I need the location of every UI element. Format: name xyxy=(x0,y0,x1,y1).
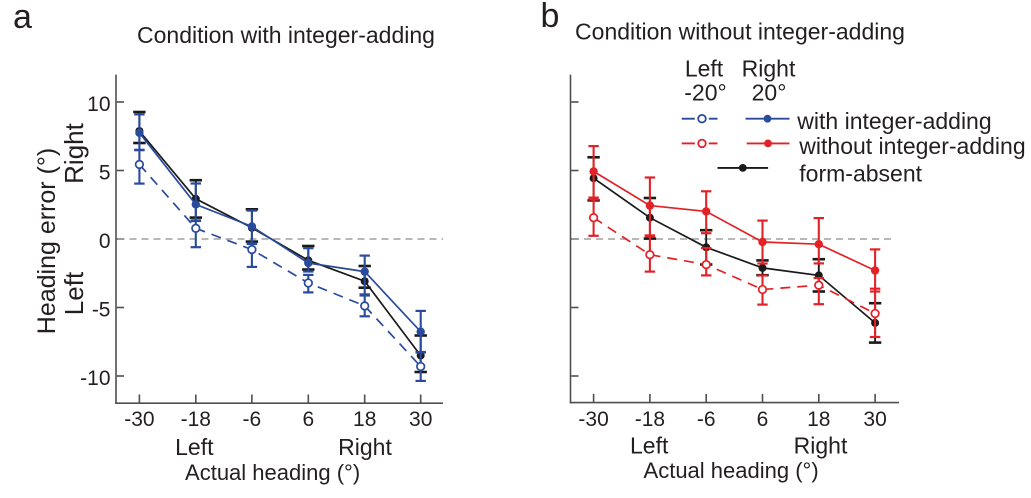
svg-text:Right: Right xyxy=(338,434,392,460)
svg-text:Heading error (°): Heading error (°) xyxy=(33,148,61,334)
svg-text:Condition with integer-adding: Condition with integer-adding xyxy=(137,22,435,48)
svg-text:Left: Left xyxy=(630,432,669,458)
svg-text:-6: -6 xyxy=(243,408,262,431)
svg-text:10: 10 xyxy=(87,93,110,116)
svg-text:5: 5 xyxy=(99,162,111,185)
svg-text:Left: Left xyxy=(175,434,214,460)
svg-text:form-absent: form-absent xyxy=(799,160,922,186)
svg-text:-5: -5 xyxy=(92,299,111,322)
svg-text:Right: Right xyxy=(794,432,848,458)
svg-text:-6: -6 xyxy=(697,408,716,431)
svg-text:Actual heading (°): Actual heading (°) xyxy=(185,460,360,485)
svg-text:b: b xyxy=(541,0,560,35)
svg-text:Right: Right xyxy=(59,122,89,183)
svg-text:6: 6 xyxy=(302,408,314,431)
svg-text:a: a xyxy=(13,0,32,36)
svg-text:-20°: -20° xyxy=(684,79,726,105)
svg-text:without integer-adding: without integer-adding xyxy=(798,133,1025,159)
svg-text:6: 6 xyxy=(757,408,769,431)
svg-text:-10: -10 xyxy=(80,367,110,390)
svg-text:0: 0 xyxy=(99,230,111,253)
svg-text:Condition without integer-addi: Condition without integer-adding xyxy=(575,18,905,44)
svg-text:-30: -30 xyxy=(578,408,608,431)
svg-text:-30: -30 xyxy=(124,408,154,431)
svg-text:18: 18 xyxy=(807,408,830,431)
svg-text:18: 18 xyxy=(353,408,376,431)
svg-text:30: 30 xyxy=(863,408,886,431)
svg-text:20°: 20° xyxy=(752,79,787,105)
svg-text:Left: Left xyxy=(685,56,724,82)
svg-text:-18: -18 xyxy=(181,408,211,431)
svg-text:Actual heading (°): Actual heading (°) xyxy=(644,458,819,483)
svg-text:Right: Right xyxy=(742,56,796,82)
svg-text:Left: Left xyxy=(59,271,89,315)
svg-text:-18: -18 xyxy=(635,408,665,431)
svg-text:with integer-adding: with integer-adding xyxy=(796,108,991,134)
svg-text:30: 30 xyxy=(409,408,432,431)
